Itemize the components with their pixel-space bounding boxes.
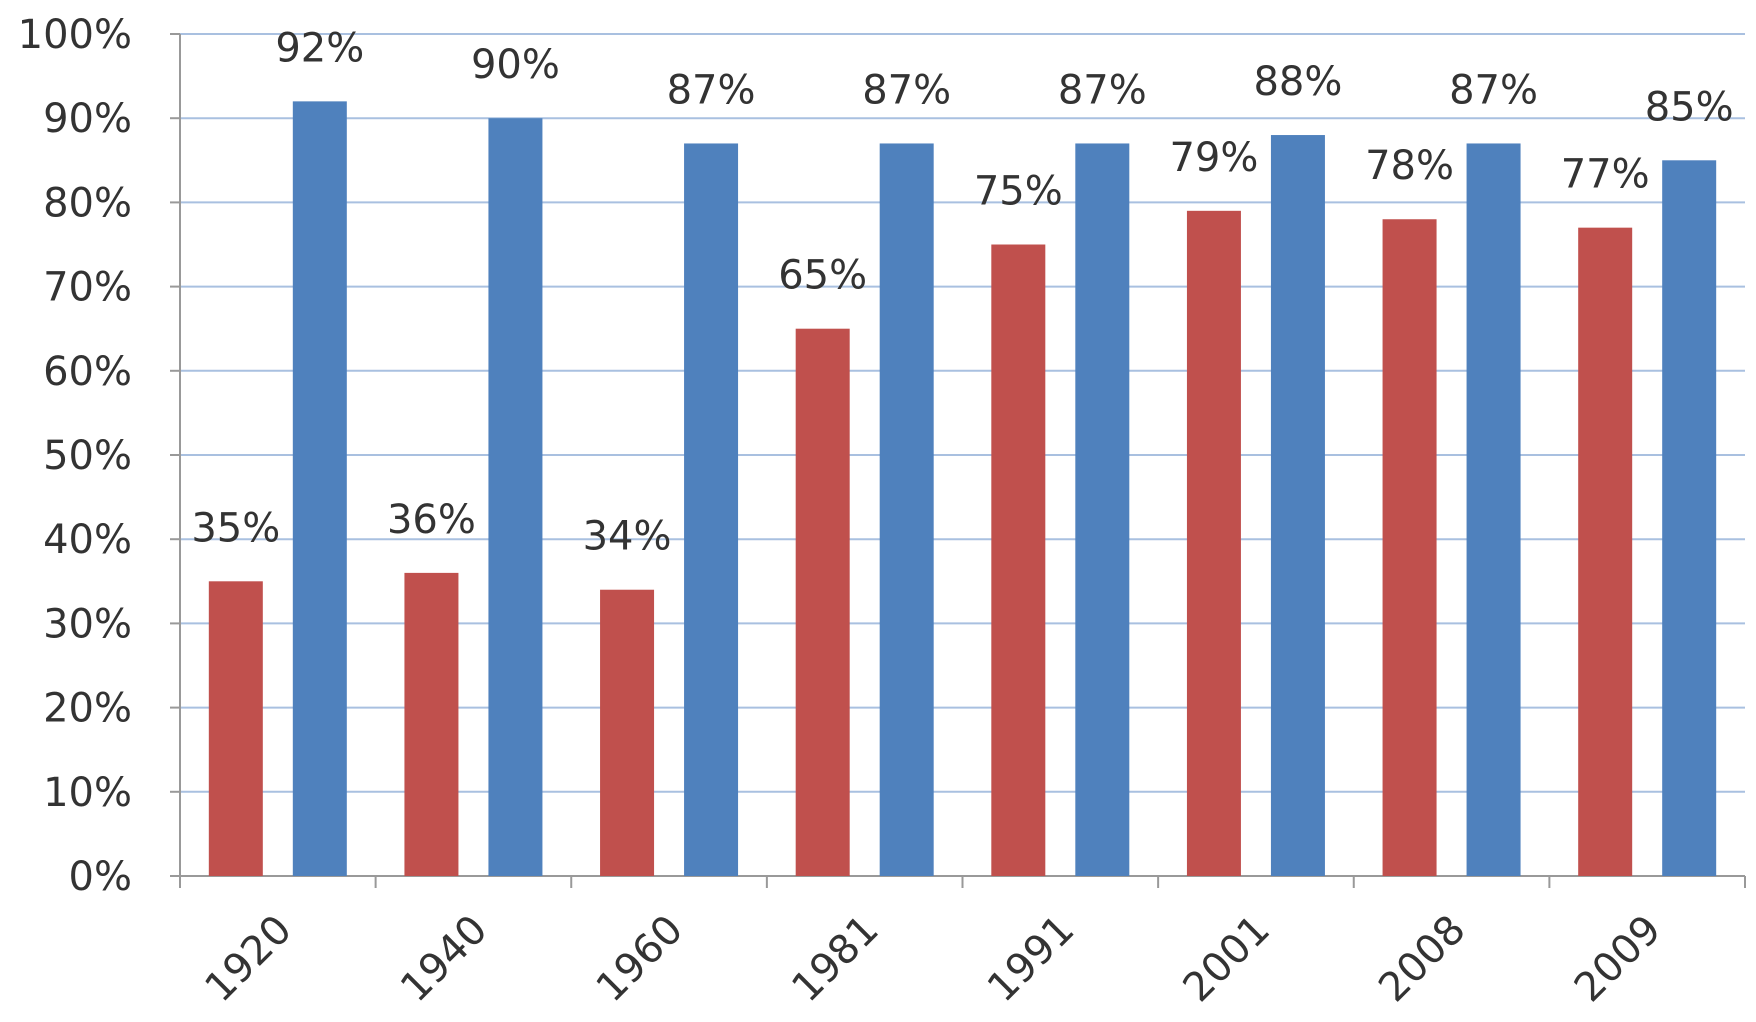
data-label: 77% [1561,152,1650,198]
data-label: 87% [862,67,951,113]
x-tick-label: 2009 [1566,907,1671,1012]
data-label: 75% [974,169,1063,215]
x-tick-label: 1920 [196,907,301,1012]
y-tick-label: 20% [43,686,132,732]
bar [1382,219,1437,877]
bar [208,581,263,876]
y-tick-label: 10% [43,770,132,816]
data-label: 34% [583,514,672,560]
data-label: 65% [778,253,867,299]
y-tick-label: 80% [43,180,132,226]
data-label: 85% [1645,84,1734,130]
bar [488,118,543,876]
x-tick-label: 2008 [1370,907,1475,1012]
bar [1186,210,1241,876]
x-tick-label: 1981 [783,907,888,1012]
data-label: 36% [387,497,476,543]
data-label: 87% [1449,67,1538,113]
data-label: 35% [191,505,280,551]
bar [292,101,347,877]
bar [684,143,739,876]
y-tick-label: 60% [43,349,132,395]
bar [1270,135,1325,877]
data-label: 92% [275,25,364,71]
x-tick-label: 2001 [1174,907,1279,1012]
x-tick-label: 1960 [588,907,693,1012]
bar [1466,143,1521,876]
bar [404,572,459,876]
bar [1578,227,1633,876]
data-label: 90% [471,42,560,88]
y-tick-label: 30% [43,601,132,647]
bar [879,143,934,876]
x-tick-label: 1991 [979,907,1084,1012]
data-label: 88% [1253,59,1342,105]
y-tick-label: 100% [18,12,132,58]
data-label: 87% [1058,67,1147,113]
bar [991,244,1046,876]
y-tick-label: 90% [43,96,132,142]
x-tick-label: 1940 [392,907,497,1012]
data-label: 78% [1365,143,1454,189]
y-tick-label: 70% [43,265,132,311]
y-tick-label: 40% [43,517,132,563]
y-tick-label: 0% [69,854,132,900]
data-label: 79% [1169,135,1258,181]
data-label: 87% [667,67,756,113]
bar [1662,160,1717,877]
y-tick-label: 50% [43,433,132,479]
bar [600,589,655,876]
bar [1075,143,1130,876]
bar [795,328,850,876]
